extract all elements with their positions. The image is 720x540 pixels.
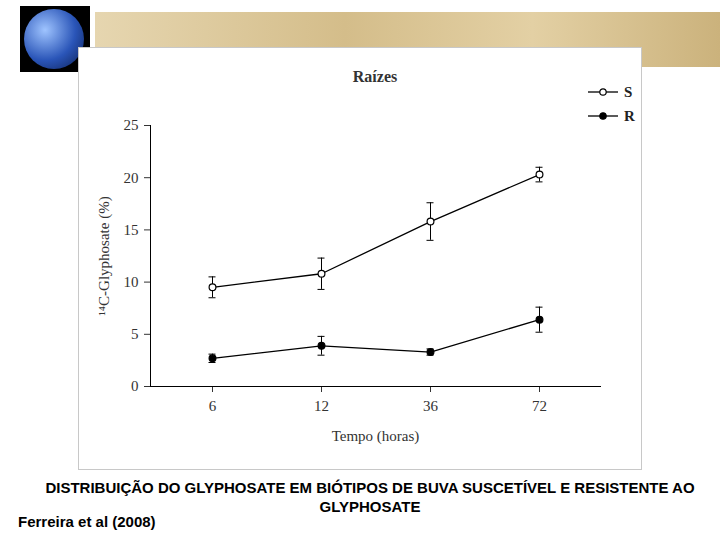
html-text:S: S	[624, 83, 633, 100]
html-text:Raízes: Raízes	[352, 68, 398, 85]
svg-text:36: 36	[423, 398, 439, 414]
svg-text:¹⁴C-Glyphosate (%): ¹⁴C-Glyphosate (%)	[96, 196, 113, 315]
svg-text:25: 25	[124, 117, 139, 133]
svg-text:72: 72	[532, 398, 547, 414]
html-text:DISTRIBUIÇÃO DO GLYPHOSATE EM: DISTRIBUIÇÃO DO GLYPHOSATE EM BIÓTIPOS D…	[45, 479, 695, 515]
svg-text:Tempo (horas): Tempo (horas)	[332, 428, 420, 445]
html-text:Ferreira et al (2008): Ferreira et al (2008)	[18, 513, 156, 530]
svg-text:15: 15	[124, 222, 139, 238]
svg-text:12: 12	[314, 398, 329, 414]
svg-text:6: 6	[209, 398, 217, 414]
svg-text:0: 0	[131, 378, 139, 394]
svg-text:5: 5	[131, 326, 139, 342]
svg-text:10: 10	[124, 274, 139, 290]
svg-text:20: 20	[124, 170, 139, 186]
html-text:R: R	[624, 107, 635, 124]
